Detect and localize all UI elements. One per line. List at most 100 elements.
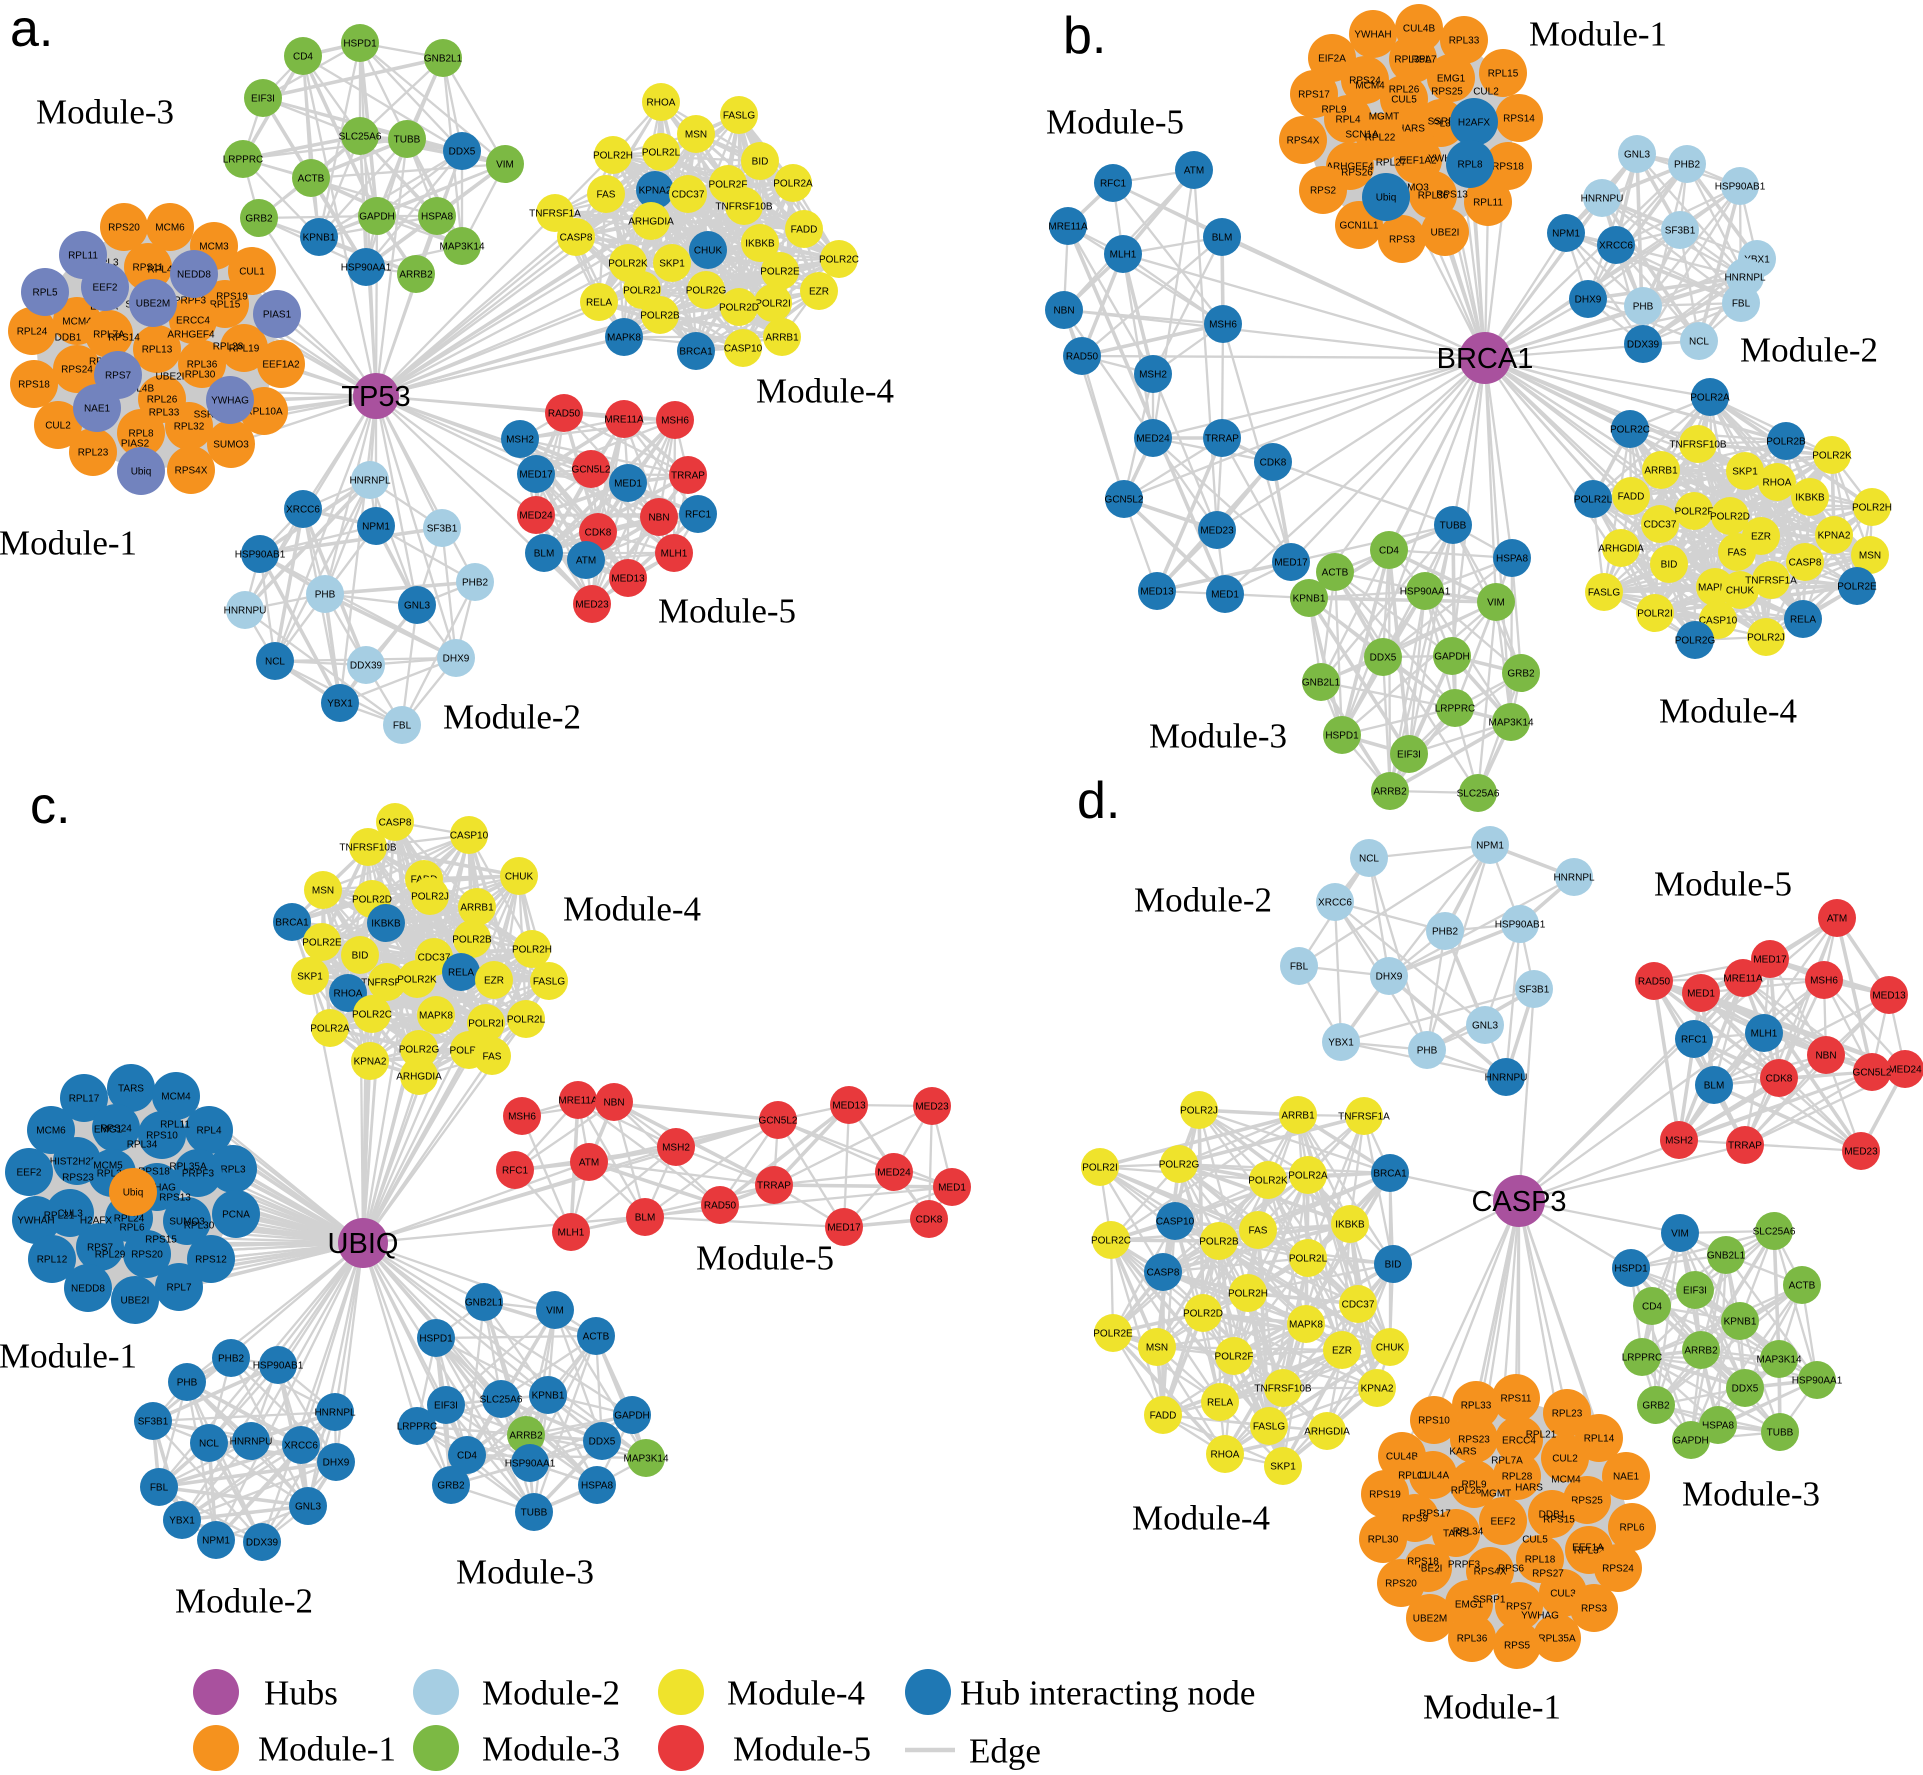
svg-text:RPS18: RPS18 [1492, 162, 1524, 173]
svg-text:RPL5: RPL5 [32, 288, 57, 299]
svg-text:MCM5: MCM5 [93, 1161, 123, 1172]
svg-text:TARS: TARS [1443, 1529, 1469, 1540]
svg-text:MCM4: MCM4 [161, 1092, 191, 1103]
svg-text:HNRNPU: HNRNPU [224, 606, 267, 617]
svg-text:YWHAH: YWHAH [17, 1216, 54, 1227]
svg-text:CDK8: CDK8 [585, 528, 612, 539]
svg-text:RPS20: RPS20 [108, 223, 140, 234]
svg-text:TARS: TARS [118, 1084, 144, 1095]
svg-text:SUMO3: SUMO3 [169, 1217, 205, 1228]
svg-text:RPS11: RPS11 [133, 263, 164, 274]
svg-text:RPL15: RPL15 [1488, 69, 1519, 80]
svg-text:EZR: EZR [1751, 532, 1771, 543]
svg-text:CHUK: CHUK [694, 246, 723, 257]
svg-text:RPL27: RPL27 [1376, 158, 1407, 169]
svg-text:FAS: FAS [597, 190, 616, 201]
svg-text:Module-5: Module-5 [1654, 864, 1792, 903]
svg-text:POLR2K: POLR2K [1812, 451, 1852, 462]
svg-text:MAPK8: MAPK8 [1289, 1320, 1323, 1331]
svg-text:TRRAP: TRRAP [671, 471, 705, 482]
svg-text:ERCC4: ERCC4 [1502, 1436, 1536, 1447]
svg-text:SLC25A6: SLC25A6 [1753, 1227, 1796, 1238]
svg-text:Module-1: Module-1 [1529, 14, 1667, 53]
svg-text:POLR2G: POLR2G [1159, 1160, 1200, 1171]
svg-text:POLR2K: POLR2K [397, 975, 437, 986]
svg-text:MED17: MED17 [519, 470, 553, 481]
svg-text:MED24: MED24 [519, 511, 553, 522]
svg-text:Hub interacting node: Hub interacting node [960, 1673, 1255, 1712]
svg-text:CUL1: CUL1 [239, 267, 265, 278]
svg-text:RPL22: RPL22 [1365, 133, 1396, 144]
svg-text:HARS: HARS [1515, 1483, 1543, 1494]
svg-text:BRCA1: BRCA1 [679, 347, 713, 358]
svg-text:CUL4B: CUL4B [1403, 24, 1436, 35]
svg-text:YWHAG: YWHAG [211, 396, 249, 407]
svg-text:Module-2: Module-2 [482, 1673, 620, 1712]
svg-text:RPL31: RPL31 [97, 1169, 128, 1180]
svg-text:CD4: CD4 [1642, 1302, 1662, 1313]
svg-text:LRPPRC: LRPPRC [397, 1422, 438, 1433]
svg-text:RAD50: RAD50 [1638, 977, 1671, 988]
svg-text:Module-3: Module-3 [36, 92, 174, 131]
svg-text:TUBB: TUBB [1767, 1428, 1794, 1439]
svg-text:GAPDH: GAPDH [614, 1411, 650, 1422]
svg-text:PIAS1: PIAS1 [263, 310, 292, 321]
svg-text:RPL11: RPL11 [1473, 198, 1503, 209]
svg-text:POLR2A: POLR2A [773, 179, 813, 190]
svg-text:MLH1: MLH1 [558, 1228, 585, 1239]
svg-text:a.: a. [10, 0, 53, 58]
svg-text:CDC37: CDC37 [672, 190, 705, 201]
svg-text:GRB2: GRB2 [245, 214, 273, 225]
svg-text:KARS: KARS [1449, 1447, 1477, 1458]
svg-text:YBX1: YBX1 [1744, 255, 1770, 266]
svg-text:HSPA8: HSPA8 [421, 212, 453, 223]
svg-text:POLR2J: POLR2J [1747, 633, 1785, 644]
svg-text:BLM: BLM [534, 549, 555, 560]
svg-text:POLR2D: POLR2D [1710, 512, 1750, 523]
svg-text:FBL: FBL [393, 721, 412, 732]
svg-text:TNFRSF1A: TNFRSF1A [529, 209, 581, 220]
svg-text:Module-1: Module-1 [1423, 1687, 1561, 1726]
svg-text:FAS: FAS [1728, 548, 1747, 559]
svg-text:RPL8: RPL8 [128, 429, 153, 440]
svg-text:POLR2B: POLR2B [640, 311, 680, 322]
svg-text:RPS19: RPS19 [216, 292, 248, 303]
svg-text:MED17: MED17 [827, 1223, 861, 1234]
svg-text:GCN5L2: GCN5L2 [572, 465, 611, 476]
svg-text:HSPD1: HSPD1 [1614, 1264, 1648, 1275]
svg-text:NBN: NBN [648, 513, 669, 524]
svg-text:MED1: MED1 [1687, 989, 1715, 1000]
svg-text:Module-2: Module-2 [175, 1581, 313, 1620]
svg-text:POLR2G: POLR2G [1675, 636, 1716, 647]
svg-text:RPL24: RPL24 [114, 1214, 145, 1225]
svg-text:SKP1: SKP1 [1732, 467, 1758, 478]
svg-text:RHOA: RHOA [334, 989, 363, 1000]
svg-text:DDX39: DDX39 [1627, 340, 1660, 351]
svg-text:TRRAP: TRRAP [757, 1181, 791, 1192]
svg-text:H2AFX: H2AFX [1458, 118, 1491, 129]
svg-text:BID: BID [352, 951, 369, 962]
svg-text:GCN5L2: GCN5L2 [1853, 1068, 1892, 1079]
svg-text:SLC25A6: SLC25A6 [480, 1395, 523, 1406]
svg-text:RPL28: RPL28 [213, 342, 244, 353]
svg-text:TUBB: TUBB [1440, 521, 1467, 532]
svg-text:FASLG: FASLG [723, 111, 755, 122]
svg-text:SCN1A: SCN1A [1345, 130, 1379, 141]
svg-text:ATM: ATM [1827, 914, 1847, 925]
svg-text:RPL4: RPL4 [1335, 115, 1360, 126]
svg-text:RELA: RELA [1207, 1398, 1233, 1409]
svg-text:RPL26: RPL26 [1451, 1486, 1482, 1497]
svg-text:RPL9: RPL9 [1321, 105, 1346, 116]
svg-text:MED24: MED24 [1136, 434, 1170, 445]
svg-text:RPS14: RPS14 [108, 333, 140, 344]
svg-text:MED17: MED17 [1274, 558, 1308, 569]
svg-text:SF3B1: SF3B1 [427, 524, 458, 535]
svg-text:Module-4: Module-4 [756, 371, 894, 410]
svg-text:RPL36: RPL36 [1418, 191, 1449, 202]
svg-text:EEF2: EEF2 [92, 283, 117, 294]
svg-text:HSP90AA1: HSP90AA1 [341, 263, 392, 274]
svg-text:Module-5: Module-5 [733, 1729, 871, 1768]
svg-text:RPL4: RPL4 [196, 1126, 221, 1137]
svg-text:RELA: RELA [448, 968, 474, 979]
svg-text:EIF3I: EIF3I [1397, 750, 1421, 761]
